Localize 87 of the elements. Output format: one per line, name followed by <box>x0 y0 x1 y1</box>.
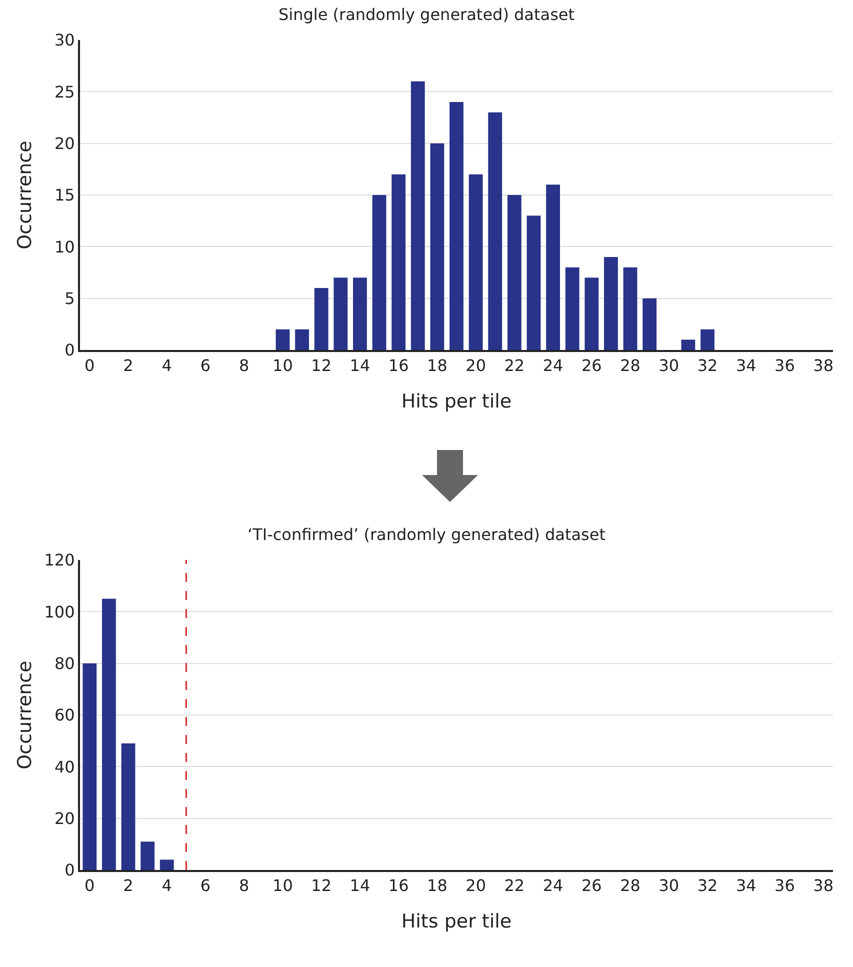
x-tick-label: 30 <box>658 356 680 376</box>
x-tick-label: 28 <box>620 356 640 376</box>
x-tick-label: 32 <box>697 876 718 896</box>
x-tick-label: 2 <box>123 876 134 896</box>
bar <box>604 257 618 350</box>
x-tick-label: 22 <box>504 356 525 376</box>
bar <box>121 743 136 870</box>
bar <box>565 267 580 350</box>
y-tick-label: 10 <box>54 237 75 256</box>
x-tick-label: 4 <box>162 876 172 896</box>
x-tick-label: 14 <box>350 356 370 376</box>
bar <box>488 112 502 350</box>
y-tick-label: 5 <box>64 288 75 308</box>
bar <box>642 298 657 350</box>
x-tick-label: 14 <box>350 876 370 896</box>
y-tick-label: 40 <box>54 757 75 776</box>
x-tick-label: 36 <box>774 876 795 896</box>
x-tick-label: 38 <box>813 876 834 896</box>
bar <box>140 842 155 870</box>
x-tick-label: 12 <box>311 356 332 376</box>
x-tick-label: 18 <box>427 876 448 896</box>
x-tick-label: 38 <box>813 356 834 376</box>
x-tick-label: 24 <box>542 876 564 896</box>
bar <box>334 278 348 350</box>
x-tick-label: 8 <box>239 356 250 376</box>
x-tick-label: 0 <box>84 356 95 376</box>
bar <box>276 329 290 350</box>
bar <box>700 329 714 350</box>
bar <box>546 184 560 350</box>
x-tick-label: 34 <box>736 356 756 376</box>
bar <box>160 860 174 870</box>
y-axis-title: Occurrence <box>14 660 36 770</box>
bar <box>468 174 483 350</box>
y-tick-label: 100 <box>44 602 75 622</box>
bar <box>584 278 599 350</box>
x-tick-label: 0 <box>84 876 95 896</box>
bar <box>82 663 97 870</box>
bar <box>526 216 541 350</box>
bar <box>372 195 386 350</box>
bar <box>314 288 328 350</box>
bar <box>430 143 444 350</box>
x-tick-label: 10 <box>272 356 293 376</box>
x-tick-label: 16 <box>388 876 409 896</box>
x-tick-label: 16 <box>388 356 409 376</box>
y-tick-label: 60 <box>54 706 75 725</box>
bar <box>410 81 425 350</box>
x-tick-label: 28 <box>620 876 640 896</box>
y-tick-label: 15 <box>54 186 75 205</box>
x-axis-title: Hits per tile <box>401 390 512 412</box>
x-tick-label: 22 <box>504 876 525 896</box>
bar <box>450 102 464 350</box>
x-tick-label: 24 <box>542 356 564 376</box>
x-tick-label: 6 <box>200 876 211 896</box>
bar <box>353 278 367 350</box>
chart-title: Single (randomly generated) dataset <box>278 4 575 24</box>
y-tick-label: 30 <box>54 30 75 50</box>
y-tick-label: 20 <box>54 134 75 153</box>
x-tick-label: 4 <box>162 356 172 376</box>
x-tick-label: 36 <box>774 356 795 376</box>
x-tick-label: 20 <box>466 356 486 376</box>
x-axis-title: Hits per tile <box>401 910 512 932</box>
x-tick-label: 2 <box>123 356 134 376</box>
y-tick-label: 80 <box>54 654 75 673</box>
bar <box>623 267 638 350</box>
x-tick-label: 20 <box>466 876 486 896</box>
bar <box>392 174 406 350</box>
y-tick-label: 0 <box>64 860 75 880</box>
y-tick-label: 0 <box>64 340 75 360</box>
x-tick-label: 8 <box>239 876 250 896</box>
x-tick-label: 32 <box>697 356 718 376</box>
x-tick-label: 6 <box>200 356 211 376</box>
bar <box>681 340 696 350</box>
y-tick-label: 25 <box>54 82 75 102</box>
x-tick-label: 10 <box>272 876 293 896</box>
bar <box>295 329 309 350</box>
x-tick-label: 26 <box>581 876 602 896</box>
chart-title: ‘TI-confirmed’ (randomly generated) dataset <box>248 524 606 544</box>
y-tick-label: 20 <box>54 808 75 828</box>
y-tick-label: 120 <box>44 550 75 570</box>
bar <box>102 598 116 870</box>
x-tick-label: 34 <box>736 876 756 896</box>
x-tick-label: 18 <box>427 356 448 376</box>
bar <box>507 195 522 350</box>
x-tick-label: 12 <box>311 876 332 896</box>
y-axis-title: Occurrence <box>14 140 36 250</box>
x-tick-label: 26 <box>581 356 602 376</box>
x-tick-label: 30 <box>658 876 680 896</box>
